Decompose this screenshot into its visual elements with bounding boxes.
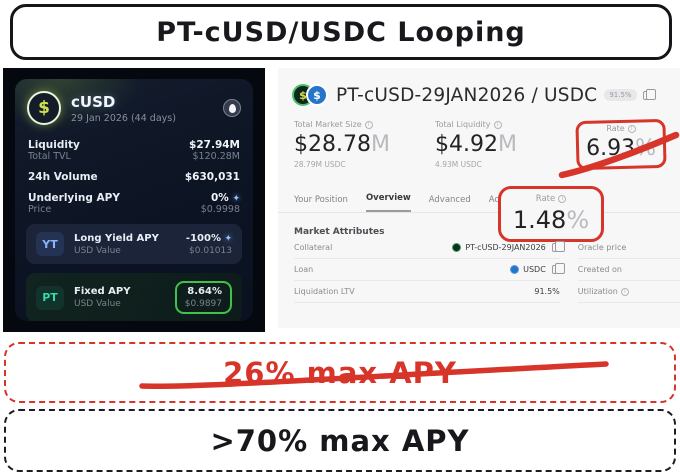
stat-value: $4.92M <box>435 132 518 157</box>
pendle-market-card: $ cUSD 29 Jan 2026 (44 days) Liquidity $… <box>3 68 265 332</box>
underlying-apy-value: 0% ✦ <box>210 192 240 204</box>
attr-row-oracle-price: Oracle price <box>577 237 680 259</box>
loan-token-icon <box>510 265 520 274</box>
usdc-coin-icon: $ <box>306 84 328 106</box>
liquidity-label: Liquidity <box>28 139 80 151</box>
tvl-label: Total TVL <box>28 151 71 162</box>
stat-rate-crossed: Rate i 6.93% <box>575 118 667 171</box>
sparkle-icon: ✦ <box>224 233 232 244</box>
yt-usd-value: $0.01013 <box>189 245 232 256</box>
price-value: $0.9998 <box>200 204 240 215</box>
stat-subvalue: 28.79M USDC <box>294 160 346 169</box>
pt-row[interactable]: PT Fixed APY USD Value 8.64% $0.9897 <box>26 273 242 321</box>
attr-row-created-on: Created on <box>577 259 680 281</box>
sparkle-icon: ✦ <box>232 194 240 204</box>
info-icon[interactable]: i <box>493 121 502 129</box>
stat-label: Total Market Size i <box>294 120 435 129</box>
rate-callout-annotation: Rate i 1.48% <box>498 186 604 242</box>
stat-total-market-size: Total Market Size i $28.78M 28.79M USDC <box>294 120 435 169</box>
title-banner: PT-cUSD/USDC Looping <box>10 4 672 60</box>
pt-apy-label: Fixed APY <box>74 286 131 297</box>
info-icon[interactable]: i <box>620 288 629 296</box>
stat-label: Total Liquidity i <box>435 120 576 129</box>
crossed-apy-text: 26% max APY <box>223 355 457 390</box>
pt-apy-value: 8.64% <box>187 286 222 297</box>
attr-row-lltv: Liquidation LTV 91.5% <box>294 281 560 303</box>
attributes-heading: Market Attributes <box>294 227 385 237</box>
tab-overview[interactable]: Overview <box>365 193 411 212</box>
copy-icon[interactable] <box>551 263 565 274</box>
attr-row-collateral: Collateral PT-cUSD-29JAN2026 <box>294 237 565 259</box>
yt-apy-value: -100% ✦ <box>185 232 232 244</box>
yt-badge: YT <box>36 232 64 256</box>
new-apy-banner: >70% max APY <box>4 409 676 472</box>
copy-icon[interactable] <box>551 241 565 252</box>
rate-callout-value: 1.48% <box>512 206 590 234</box>
yt-usd-label: USD Value <box>74 245 121 256</box>
stat-value: $28.78M <box>294 132 390 157</box>
volume-label: 24h Volume <box>28 171 98 183</box>
stat-total-liquidity: Total Liquidity i $4.92M 4.93M USDC <box>435 120 576 169</box>
page-title: PT-cUSD/USDC Looping <box>156 16 526 48</box>
pt-usd-value: $0.9897 <box>184 299 222 309</box>
rate-callout-label: Rate i <box>536 194 567 204</box>
attr-row-utilization: Utilization i <box>577 281 680 303</box>
maturity-date: 29 Jan 2026 (44 days) <box>71 112 176 124</box>
pt-usd-label: USD Value <box>74 299 121 309</box>
attr-row-loan: Loan USDC <box>294 259 565 281</box>
market-tabs: Your Position Overview Advanced Activity <box>278 169 680 213</box>
yt-row[interactable]: YT Long Yield APY USD Value -100% ✦ $0.0… <box>26 224 242 264</box>
underlying-apy-label: Underlying APY <box>28 192 120 204</box>
price-label: Price <box>28 204 52 215</box>
stat-subvalue: 4.93M USDC <box>435 160 482 169</box>
pair-coins: $ $ <box>292 84 328 106</box>
pt-badge: PT <box>36 285 64 310</box>
market-title: PT-cUSD-29JAN2026 / USDC <box>336 84 598 106</box>
morpho-market-panel: $ $ PT-cUSD-29JAN2026 / USDC 91.5% Total… <box>278 68 680 328</box>
red-circle-annotation <box>575 118 667 171</box>
tab-advanced[interactable]: Advanced <box>428 195 471 205</box>
cusd-coin-icon: $ <box>27 91 61 125</box>
tab-your-position[interactable]: Your Position <box>294 195 348 205</box>
new-apy-text: >70% max APY <box>210 423 470 458</box>
info-icon[interactable]: i <box>364 121 373 129</box>
droplet-icon[interactable] <box>223 99 241 117</box>
ltv-badge: 91.5% <box>604 89 637 101</box>
cusd-card: $ cUSD 29 Jan 2026 (44 days) Liquidity $… <box>15 79 253 321</box>
liquidity-value: $27.94M <box>189 139 240 151</box>
yt-apy-label: Long Yield APY <box>74 232 159 244</box>
copy-icon[interactable] <box>642 88 656 100</box>
volume-value: $630,031 <box>184 171 240 183</box>
tvl-value: $120.28M <box>192 151 240 162</box>
fixed-apy-highlight: 8.64% $0.9897 <box>174 281 232 314</box>
info-icon[interactable]: i <box>558 195 567 203</box>
token-name: cUSD <box>71 92 116 111</box>
old-apy-banner: 26% max APY <box>4 342 676 403</box>
collateral-token-icon <box>452 243 462 252</box>
